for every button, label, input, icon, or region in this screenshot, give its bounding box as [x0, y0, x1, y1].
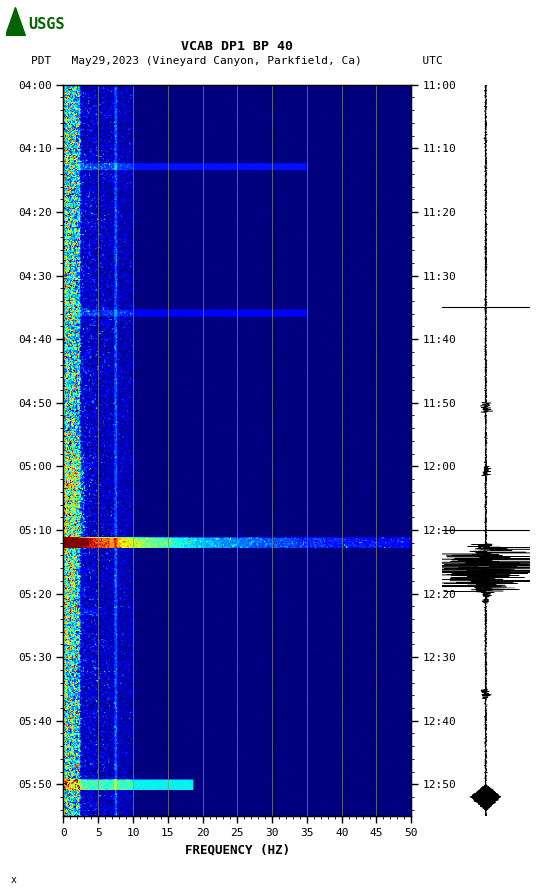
Text: PDT   May29,2023 (Vineyard Canyon, Parkfield, Ca)         UTC: PDT May29,2023 (Vineyard Canyon, Parkfie…	[31, 55, 443, 66]
X-axis label: FREQUENCY (HZ): FREQUENCY (HZ)	[185, 844, 290, 856]
Polygon shape	[6, 7, 25, 36]
Text: USGS: USGS	[29, 17, 65, 32]
Text: x: x	[11, 875, 17, 885]
Text: VCAB DP1 BP 40: VCAB DP1 BP 40	[182, 40, 293, 53]
